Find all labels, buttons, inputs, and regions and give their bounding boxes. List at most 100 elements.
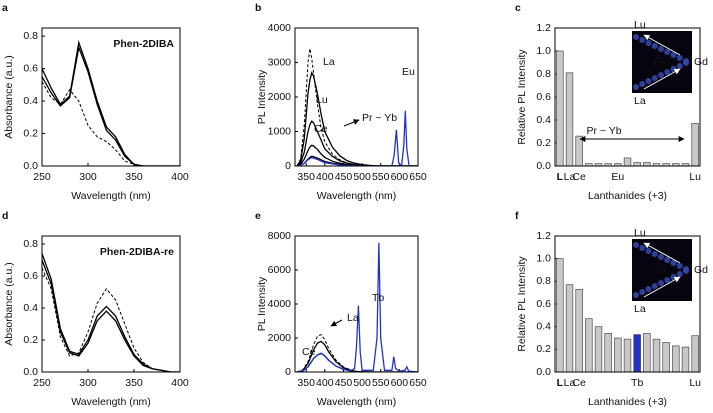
panel-label: f <box>515 210 519 222</box>
inset-dot <box>639 81 646 87</box>
plot-frame <box>554 235 701 373</box>
data-line <box>296 144 418 166</box>
x-tick-label: 500 <box>353 171 371 183</box>
plot-frame <box>294 27 419 167</box>
y-tick-label: 2000 <box>268 332 292 344</box>
panel-label: e <box>255 210 261 222</box>
x-tick-label: 350 <box>297 171 315 183</box>
bar <box>585 318 593 373</box>
x-tick-label: 250 <box>33 377 51 389</box>
y-tick-label: 0.8 <box>536 275 551 287</box>
inset-dot <box>651 283 658 289</box>
x-tick-label: 550 <box>372 171 390 183</box>
y-tick-label: 0.2 <box>536 343 551 355</box>
data-line <box>42 45 180 166</box>
x-tick-label: 650 <box>409 171 427 183</box>
y-tick-label: 4000 <box>268 298 292 310</box>
plot-frame <box>294 235 419 373</box>
data-line <box>42 259 180 372</box>
inset-dot <box>651 43 658 49</box>
x-tick-label: 350 <box>297 377 315 389</box>
y-tick-label: 0 <box>285 366 291 378</box>
y-tick-label: 0.4 <box>536 320 551 332</box>
x-tick-label: Lu <box>689 377 701 389</box>
annotation: Ce <box>314 123 328 135</box>
inset-dot <box>658 280 664 286</box>
y-tick-label: 0.4 <box>23 302 38 314</box>
inset-dot <box>633 84 639 90</box>
y-tick-label: 1000 <box>268 125 292 137</box>
bar <box>565 284 574 373</box>
x-tick-label: 550 <box>372 377 390 389</box>
bar <box>681 346 690 373</box>
bar <box>565 72 574 167</box>
bar <box>652 338 661 373</box>
inset-dot <box>676 263 683 269</box>
inset-dot <box>664 69 671 75</box>
annotation: La <box>347 312 359 324</box>
y-axis-label: PL Intensity <box>256 276 268 331</box>
inset-dot <box>683 60 689 66</box>
y-tick-label: 0.8 <box>23 238 38 250</box>
inset-label: Gd <box>694 264 708 276</box>
data-line <box>42 253 180 372</box>
inset-dot <box>639 289 646 295</box>
y-tick-label: 0.2 <box>536 137 551 149</box>
inset-dot <box>664 49 671 55</box>
x-tick-label: Ce <box>572 377 586 389</box>
inset-dot <box>633 292 639 298</box>
data-line <box>42 81 180 166</box>
x-tick-label: 350 <box>125 377 143 389</box>
x-tick-label: L <box>557 171 564 183</box>
y-tick-label: 8000 <box>268 230 292 242</box>
bar <box>623 338 632 373</box>
bar <box>604 333 612 373</box>
annotation: Pr ~ Yb <box>586 125 621 137</box>
y-tick-label: 0.6 <box>536 298 551 310</box>
y-tick-label: 0.0 <box>536 160 551 172</box>
inset-dot <box>658 46 664 52</box>
y-tick-label: 0.6 <box>23 62 38 74</box>
plot-frame <box>41 235 181 373</box>
inset-dot <box>670 52 677 58</box>
data-line <box>42 267 180 372</box>
bar <box>662 342 670 373</box>
bar <box>623 157 632 167</box>
panel-title: Phen-2DIBA <box>113 38 174 50</box>
y-tick-label: 0.6 <box>23 270 38 282</box>
data-line <box>296 242 418 372</box>
x-tick-label: 400 <box>171 171 189 183</box>
annotation: Eu <box>402 66 415 78</box>
x-tick-label: 400 <box>316 171 334 183</box>
y-axis-label: Absorbance (a.u.) <box>3 262 15 345</box>
y-tick-label: 0.8 <box>536 68 551 80</box>
inset-dot <box>683 268 689 274</box>
y-tick-label: 1.2 <box>536 230 551 242</box>
annotation-arrow <box>343 119 360 127</box>
x-tick-label: L <box>557 377 564 389</box>
annotation: Ce <box>302 346 316 358</box>
x-tick-label: 350 <box>125 171 143 183</box>
bar <box>556 258 564 373</box>
bar <box>633 334 641 373</box>
x-tick-label: La <box>564 377 576 389</box>
x-tick-label: 600 <box>391 171 409 183</box>
inset-dot <box>651 251 658 257</box>
inset-label: La <box>634 95 646 107</box>
x-tick-label: 300 <box>79 377 97 389</box>
inset-label: Eu <box>654 56 667 68</box>
x-tick-label: 450 <box>335 171 353 183</box>
annotation: Tb <box>372 292 384 304</box>
bar <box>575 288 583 373</box>
inset-arrow <box>643 68 681 90</box>
y-tick-label: 0.2 <box>23 127 38 139</box>
inset-arrow <box>643 242 681 264</box>
inset-dot <box>676 55 683 61</box>
inset-dot <box>676 63 683 69</box>
bar <box>594 326 603 373</box>
x-tick-label: 250 <box>33 171 51 183</box>
inset-dot <box>645 40 652 46</box>
y-axis-label: Relative PL Intensity <box>516 256 528 352</box>
